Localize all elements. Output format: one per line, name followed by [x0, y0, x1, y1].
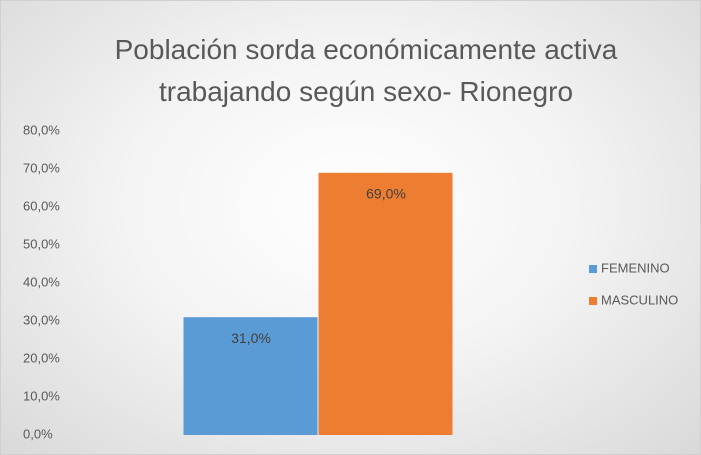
y-tick-label: 50,0%	[23, 236, 60, 251]
y-tick-label: 20,0%	[23, 350, 60, 365]
y-tick-label: 70,0%	[23, 160, 60, 175]
bar	[318, 172, 453, 436]
legend-label: MASCULINO	[601, 292, 678, 307]
bar-value-label: 31,0%	[231, 330, 271, 346]
y-tick-label: 30,0%	[23, 312, 60, 327]
y-tick-label: 10,0%	[23, 388, 60, 403]
legend-swatch	[589, 265, 597, 273]
bar	[183, 317, 318, 435]
y-tick-label: 80,0%	[23, 122, 60, 137]
chart-title: Población sorda económicamente activa tr…	[114, 34, 618, 107]
y-tick-label: 40,0%	[23, 274, 60, 289]
legend-label: FEMENINO	[601, 260, 670, 275]
legend-swatch	[589, 297, 597, 305]
y-tick-label: 0,0%	[23, 426, 53, 441]
y-tick-label: 60,0%	[23, 198, 60, 213]
bar-value-label: 69,0%	[366, 186, 406, 202]
